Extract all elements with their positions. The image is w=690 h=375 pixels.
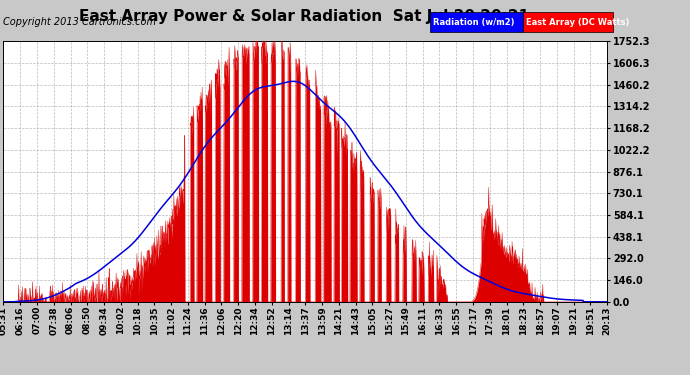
- Text: East Array Power & Solar Radiation  Sat Jul 20 20:21: East Array Power & Solar Radiation Sat J…: [79, 9, 529, 24]
- Text: East Array (DC Watts): East Array (DC Watts): [526, 18, 629, 27]
- Text: Radiation (w/m2): Radiation (w/m2): [433, 18, 515, 27]
- Text: Copyright 2013 Cartronics.com: Copyright 2013 Cartronics.com: [3, 17, 157, 27]
